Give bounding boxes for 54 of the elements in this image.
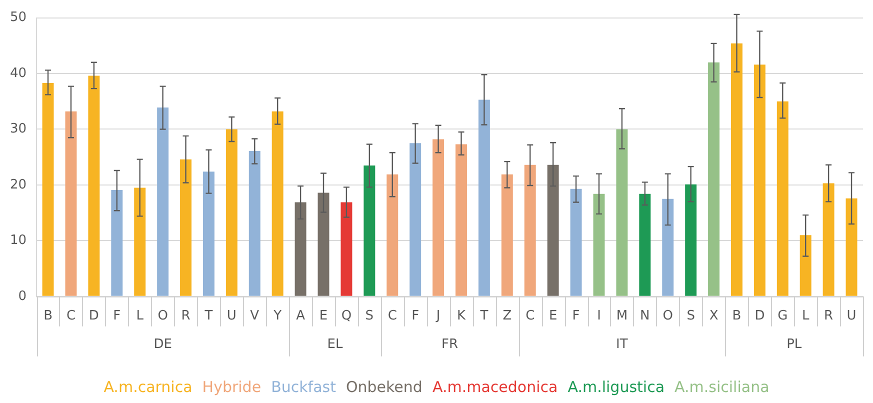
x-tick-label: A <box>296 308 306 324</box>
x-tick-label: O <box>662 308 673 324</box>
x-tick-label: N <box>640 308 650 324</box>
x-tick-label: V <box>250 308 260 324</box>
text: Onbekend <box>346 378 422 396</box>
x-tick-label: E <box>319 308 328 324</box>
x-tick-label: I <box>597 308 601 324</box>
x-tick-label: L <box>802 308 810 324</box>
text: Buckfast <box>271 378 336 396</box>
x-tick-label: L <box>136 308 144 324</box>
x-tick-label: D <box>88 308 99 324</box>
x-tick-label: Z <box>502 308 512 324</box>
y-tick-label: 50 <box>10 10 27 26</box>
x-tick-label: R <box>824 308 834 324</box>
x-tick-label: C <box>526 308 535 324</box>
x-tick-label: J <box>435 308 440 324</box>
text: EL <box>327 336 344 352</box>
x-tick-label: U <box>226 308 236 324</box>
x-tick-label: S <box>365 308 374 324</box>
x-tick-label: B <box>44 308 52 324</box>
text: Hybride <box>202 378 262 396</box>
text: IT <box>616 336 628 352</box>
x-tick-label: U <box>846 308 856 324</box>
y-tick-label: 0 <box>18 288 27 304</box>
x-tick-label: K <box>456 308 466 324</box>
x-tick-label: E <box>548 308 558 324</box>
y-tick-label: 20 <box>10 177 27 192</box>
text: A.m.ligustica <box>568 378 665 396</box>
x-tick-label: T <box>204 308 213 324</box>
x-tick-label: S <box>686 308 695 324</box>
x-tick-label: G <box>778 308 788 324</box>
x-tick-label: Y <box>272 308 282 324</box>
x-tick-label: C <box>388 308 397 324</box>
text: DE <box>154 336 172 352</box>
x-tick-label: T <box>479 308 488 324</box>
x-tick-label: X <box>709 308 718 324</box>
y-tick-label: 10 <box>10 233 27 248</box>
text: A.m.siciliana <box>674 378 770 396</box>
x-tick-label: Q <box>341 308 352 324</box>
text: A.m.carnica <box>104 378 192 396</box>
text: FR <box>442 336 458 352</box>
x-tick-label: R <box>181 308 190 324</box>
y-tick-label: 30 <box>10 122 27 137</box>
x-tick-label: D <box>754 308 765 324</box>
x-tick-label: F <box>412 308 420 324</box>
y-tick-label: 40 <box>10 66 27 81</box>
text: PL <box>786 336 802 352</box>
x-tick-label: F <box>113 308 121 324</box>
x-tick-label: B <box>732 308 742 324</box>
x-tick-label: M <box>616 308 628 324</box>
x-tick-label: F <box>572 308 580 324</box>
x-tick-label: O <box>158 308 168 324</box>
text: A.m.macedonica <box>432 378 558 396</box>
x-tick-label: C <box>66 308 76 324</box>
